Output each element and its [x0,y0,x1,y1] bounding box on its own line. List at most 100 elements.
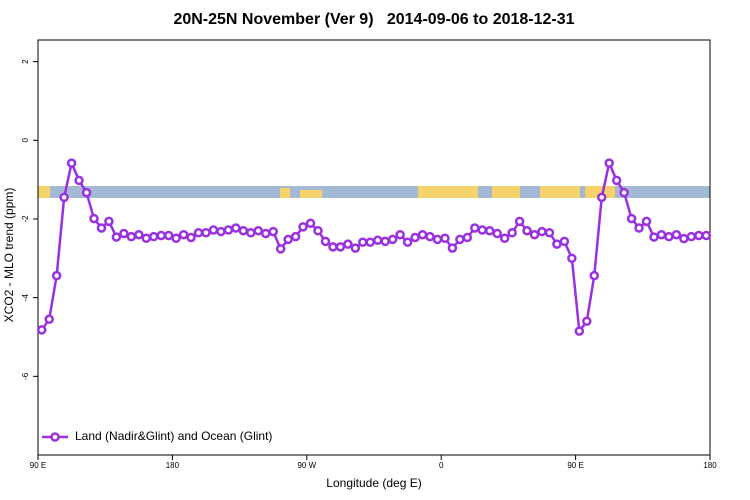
data-point [231,223,241,233]
map-land [540,186,580,198]
map-land [492,186,520,198]
data-point [163,230,174,241]
data-point [186,232,196,243]
data-point [611,175,622,186]
data-point [522,226,532,236]
data-point [350,243,361,253]
data-point [134,229,144,240]
data-point [253,226,264,236]
legend: Land (Nadir&Glint) and Ocean (Glint) [42,429,272,443]
y-tick-label: -2 [21,215,30,223]
data-point [193,227,204,238]
data-point [507,227,517,238]
data-point [141,233,152,244]
plot-frame [37,39,711,456]
map-land [585,186,615,198]
data-point [694,230,704,241]
data-point [313,226,323,236]
map-land [38,186,50,198]
data-point [537,226,547,237]
data-point [81,187,92,198]
data-point [275,244,286,254]
data-point [328,242,338,252]
data-point [104,216,114,227]
x-axis-label: Longitude (deg E) [326,476,421,490]
data-point [552,239,562,249]
data-point [148,231,159,242]
data-point [649,232,659,242]
data-point [358,237,368,247]
data-point [492,228,502,239]
data-point [596,192,607,203]
data-point [664,231,674,242]
data-point [380,236,390,247]
data-point [119,228,129,239]
y-tick-label: 0 [21,138,30,143]
data-point [567,253,577,264]
data-point [455,234,465,245]
data-point [156,230,166,241]
data-point [440,233,450,244]
x-tick-label: 0 [439,461,444,470]
map-land [280,188,290,198]
data-point [544,227,555,238]
data-point [74,175,84,186]
data-point [372,235,383,245]
x-tick-label: 180 [166,461,180,470]
data-point [283,234,293,245]
data-point [470,223,480,233]
data-point [634,223,644,233]
data-point [395,229,405,240]
data-point [111,232,122,242]
data-point [216,226,226,237]
y-tick-label: -6 [21,372,30,380]
legend-label: Land (Nadir&Glint) and Ocean (Glint) [75,429,272,443]
data-point [604,158,614,168]
data-point [417,229,428,240]
data-point [410,232,420,243]
map-land [418,186,478,198]
data-point [171,233,181,244]
data-point [66,158,77,168]
data-point [238,226,249,236]
data-point [425,231,435,242]
data-point [514,216,525,227]
data-point [582,316,592,327]
data-point [626,213,637,224]
legend-marker [50,432,60,442]
data-point [260,228,271,239]
data-point [641,216,652,227]
data-point [365,237,376,247]
map-band [38,186,710,198]
data-point [290,231,301,242]
data-point [656,229,667,240]
data-point [619,187,629,198]
y-tick-label: -4 [21,294,30,302]
data-point [298,222,308,232]
data-point [679,233,689,244]
data-point [499,233,510,244]
data-point [343,239,353,249]
x-tick-label: 90 E [30,461,46,470]
data-point [268,226,278,237]
data-point [462,232,473,243]
data-point [246,227,256,238]
data-point [484,226,495,236]
data-point [432,234,443,245]
map-land [300,190,322,198]
data-point [671,229,682,240]
data-point [89,213,99,224]
data-point [529,229,540,240]
data-point [447,243,458,253]
x-tick-label: 180 [703,461,717,470]
data-point [44,314,54,325]
data-point [387,234,398,245]
data-point [305,218,316,229]
data-point [320,236,331,247]
x-tick-label: 90 W [297,461,316,470]
data-point [126,231,137,242]
data-point [223,225,234,235]
y-tick-label: 2 [21,59,30,64]
data-point [686,231,697,242]
